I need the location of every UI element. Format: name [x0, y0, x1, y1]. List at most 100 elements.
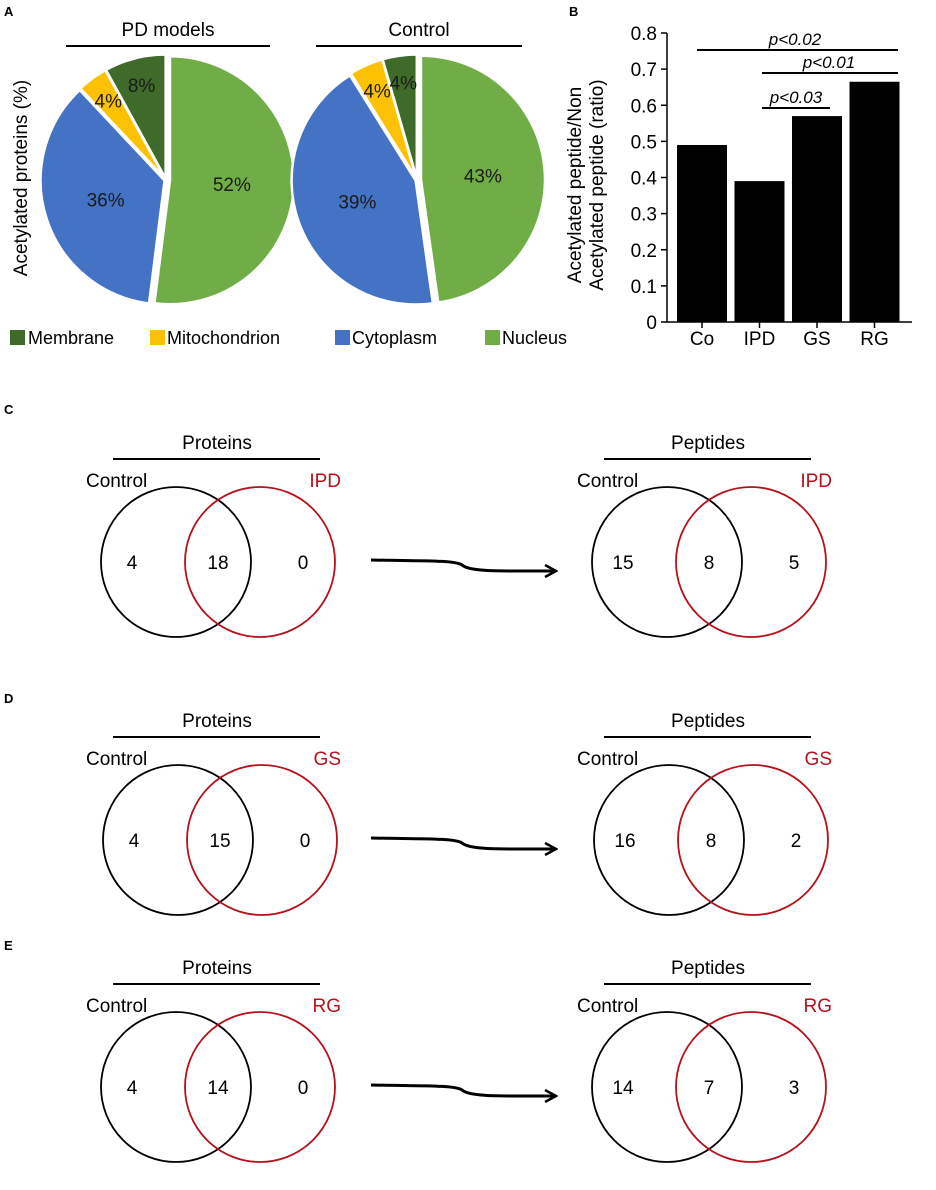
venn-circle-control [100, 1011, 252, 1163]
pie-slice-membrane [104, 53, 167, 180]
venn-peptides-d: Peptides Control GS 16 8 2 [577, 711, 832, 916]
bar-co [677, 144, 727, 322]
venn-count-overlap: 8 [704, 553, 715, 574]
bar-y-tick-label: 0.5 [631, 132, 657, 153]
venn-left-label: Control [577, 471, 638, 492]
venn-circle-condition [184, 1011, 336, 1163]
bar-x-label-rg: RG [860, 329, 889, 350]
bar-y-tick-label: 0.3 [631, 205, 657, 226]
venn-count-overlap: 18 [207, 553, 228, 574]
venn-title: Peptides [671, 711, 745, 732]
venn-circle-condition [677, 764, 829, 916]
venn-count-right: 2 [791, 831, 802, 852]
bar-y-tick-label: 0.6 [631, 96, 657, 117]
legend-label-nucleus: Nucleus [502, 328, 567, 348]
venn-right-label: RG [313, 996, 342, 1017]
legend-swatch-mitochondrion [150, 330, 165, 345]
bar-y-tick-label: 0.8 [631, 24, 657, 45]
bar-rg [849, 81, 900, 322]
venn-proteins-d: Proteins Control GS 4 15 0 [86, 711, 341, 916]
venn-row-d: Proteins Control GS 4 15 0 Peptides Control GS 16… [86, 711, 832, 916]
venn-count-left: 4 [127, 553, 138, 574]
legend-swatch-membrane [10, 330, 25, 345]
bar-y-label-line2: Acetylated peptide (ratio) [587, 79, 608, 290]
pie-slice-nucleus [419, 54, 547, 304]
pie-label-membrane: 4% [390, 74, 418, 95]
venn-count-left: 16 [614, 831, 635, 852]
venn-left-label: Control [577, 996, 638, 1017]
venn-circle-condition [675, 486, 827, 638]
venn-count-overlap: 7 [704, 1078, 715, 1099]
venn-count-overlap: 14 [207, 1078, 229, 1099]
venn-count-overlap: 15 [209, 831, 230, 852]
bar-y-tick-label: 0.7 [631, 60, 657, 81]
bar-ipd [734, 181, 785, 322]
venn-count-right: 0 [300, 831, 311, 852]
venn-count-overlap: 8 [706, 831, 717, 852]
pie-label-cytoplasm: 39% [338, 193, 376, 214]
venn-count-right: 3 [789, 1078, 800, 1099]
venn-arrow [370, 558, 555, 571]
venn-proteins-c: Proteins Control IPD 4 18 0 [86, 433, 341, 638]
bar-gs [792, 116, 842, 323]
venn-proteins-e: Proteins Control RG 4 14 0 [86, 958, 342, 1163]
venn-circle-control [591, 1011, 743, 1163]
venn-left-label: Control [86, 996, 147, 1017]
venn-count-right: 5 [789, 553, 800, 574]
bar-x-label-gs: GS [803, 329, 830, 350]
pie-label-nucleus: 43% [464, 166, 502, 187]
pie-title-pd: PD models [122, 20, 215, 41]
venn-count-left: 4 [127, 1078, 138, 1099]
pie-control: 43% 39% 4%4% [290, 53, 547, 306]
bar-y-label-line1: Acetylated peptide/Non [565, 87, 586, 283]
significance-label: p<0.01 [802, 53, 855, 72]
venn-right-label: GS [805, 749, 832, 770]
bar-x-label-ipd: IPD [744, 329, 776, 350]
bar-x-label-co: Co [690, 329, 714, 350]
panel-b-bar-chart: Acetylated peptide/Non Acetylated peptid… [565, 24, 912, 350]
significance-label: p<0.02 [768, 30, 822, 49]
venn-circle-control [593, 764, 745, 916]
legend-swatch-cytoplasm [335, 330, 350, 345]
venn-peptides-c: Peptides Control IPD 15 8 5 [577, 433, 832, 638]
venn-circle-condition [675, 1011, 827, 1163]
venn-title: Proteins [182, 711, 252, 732]
venn-arrow [370, 836, 555, 849]
venn-circle-condition [186, 764, 338, 916]
venn-count-left: 15 [612, 553, 633, 574]
pie-pd-models: 52% 36% 4%8% [39, 53, 296, 306]
panel-letter-a: A [4, 4, 14, 19]
venn-circle-control [591, 486, 743, 638]
pie-label-nucleus: 52% [213, 175, 251, 196]
pie-y-axis-label: Acetylated proteins (%) [11, 80, 32, 276]
pie-label-membrane: 8% [128, 76, 156, 97]
significance-label: p<0.03 [769, 88, 823, 107]
pie-slice-cytoplasm [39, 88, 166, 305]
venn-count-right: 0 [298, 1078, 309, 1099]
bar-y-tick-label: 0.4 [631, 169, 658, 190]
venn-title: Peptides [671, 958, 745, 979]
venn-right-label: IPD [800, 471, 832, 492]
pie-label-mitochondrion: 4% [95, 92, 123, 113]
venn-panels: Proteins Control IPD 4 18 0 Peptides Control IPD… [86, 433, 832, 1163]
venn-left-label: Control [86, 749, 147, 770]
pie-slice-cytoplasm [290, 73, 435, 306]
venn-right-label: GS [314, 749, 341, 770]
venn-row-e: Proteins Control RG 4 14 0 Peptides Control RG 14… [86, 958, 832, 1163]
panel-a-pies: Acetylated proteins (%) PD models Contro… [10, 20, 567, 348]
venn-left-label: Control [577, 749, 638, 770]
pie-legend: Membrane Mitochondrion Cytoplasm Nucleus [10, 328, 567, 348]
legend-swatch-nucleus [485, 330, 500, 345]
pie-slice-membrane [381, 53, 419, 179]
venn-arrow [370, 1083, 555, 1096]
venn-count-right: 0 [298, 553, 309, 574]
panel-letter-b: B [569, 4, 578, 19]
bar-y-tick-label: 0 [646, 313, 657, 334]
venn-title: Proteins [182, 958, 252, 979]
panel-letter-d: D [4, 691, 13, 706]
venn-title: Proteins [182, 433, 252, 454]
legend-label-membrane: Membrane [28, 328, 114, 348]
legend-label-mitochondrion: Mitochondrion [167, 328, 280, 348]
venn-title: Peptides [671, 433, 745, 454]
